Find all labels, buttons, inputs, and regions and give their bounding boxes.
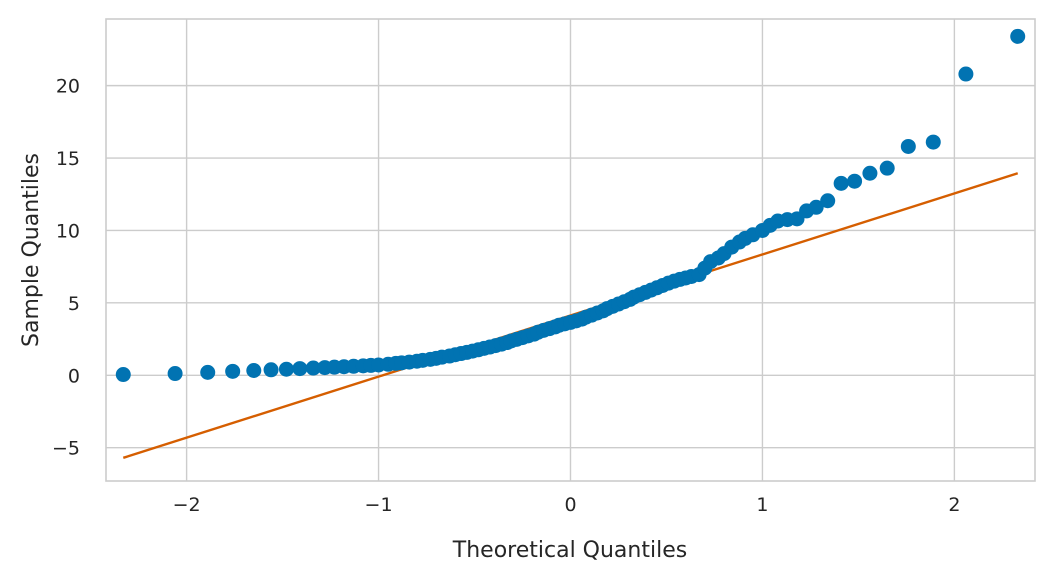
data-point [879,160,895,176]
data-point [167,366,183,382]
y-tick-label: 15 [56,148,80,170]
data-point [263,362,279,378]
data-points [115,28,1026,383]
y-tick-labels: −5 0 5 10 15 20 [52,76,80,460]
data-point [808,199,824,215]
data-point [925,134,941,150]
data-point [278,361,294,377]
y-tick-label: −5 [52,438,80,460]
y-tick-label: 20 [56,76,80,98]
data-point [200,364,216,380]
data-point [833,175,849,191]
data-point [305,360,321,376]
x-tick-label: 0 [564,494,576,516]
x-tick-label: −2 [173,494,201,516]
data-point [900,138,916,154]
x-tick-label: 1 [756,494,768,516]
x-tick-label: 2 [948,494,960,516]
x-tick-label: −1 [365,494,393,516]
plot-frame [105,18,1036,482]
data-point [1010,28,1026,44]
data-point [246,362,262,378]
data-point [958,66,974,82]
data-point [847,173,863,189]
y-tick-label: 10 [56,220,80,242]
y-tick-label: 5 [68,293,80,315]
grid [106,19,1035,481]
data-point [862,165,878,181]
x-axis-label: Theoretical Quantiles [452,538,687,563]
y-tick-label: 0 [68,365,80,387]
data-point [292,361,308,377]
x-tick-labels: −2 −1 0 1 2 [173,494,961,516]
data-point [225,363,241,379]
y-axis-label: Sample Quantiles [19,153,44,347]
data-point [115,367,131,383]
data-point [820,193,836,209]
